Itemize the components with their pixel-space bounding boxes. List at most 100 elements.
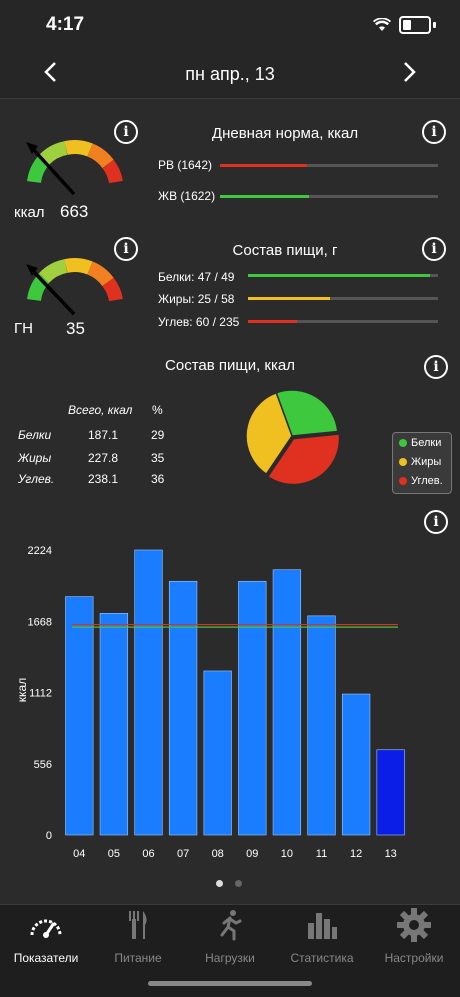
battery-icon [399,16,431,34]
tab-label: Нагрузки [205,951,255,965]
home-indicator [148,981,312,986]
chart-bar [203,670,232,836]
page-title: пн апр., 13 [185,64,275,84]
gauge-1-value: 663 [60,202,89,221]
x-tick-label: 07 [177,848,189,860]
tab-nutrition[interactable]: Питание [92,905,184,965]
y-tick-label: 2224 [28,545,52,557]
pie-slice [266,433,341,486]
nutrient-bar-fill [248,320,298,323]
info-icon[interactable]: i [424,355,448,379]
y-axis-label: ккал [15,678,29,702]
runner-icon [220,910,242,941]
chart-bar [238,580,267,836]
status-time: 4:17 [46,14,85,35]
legend-dot [399,477,407,485]
chevron-left-icon[interactable] [36,58,64,86]
chart-bar [376,749,405,836]
info-icon[interactable]: i [114,237,138,261]
table-row-name: Жиры [18,451,52,465]
y-tick-label: 0 [46,830,52,842]
pie-slice [275,389,339,437]
info-icon[interactable]: i [422,120,446,144]
chevron-right-icon[interactable] [396,58,424,86]
chart-bar [341,693,371,836]
nav-bar: пн апр., 13 [0,48,460,99]
legend-item: Белки [399,437,441,449]
x-tick-label: 08 [212,848,224,860]
pie-chart [245,389,341,486]
tab-label: Настройки [384,951,444,965]
tab-label: Питание [114,951,162,965]
table-row-pct: 36 [151,472,165,486]
tab-statistics[interactable]: Статистика [276,905,368,965]
legend-label: Белки [411,437,442,449]
chart-bar [134,549,163,836]
info-icon[interactable]: i [114,120,138,144]
legend-item: Углев. [399,475,443,487]
x-tick-label: 11 [316,848,327,860]
composition-g-title: Состав пищи, г [232,242,338,259]
table-row-total: 227.8 [88,451,119,465]
bar-chart-icon [308,913,337,939]
table-row-name: Углев. [18,472,55,486]
y-tick-label: 1112 [29,688,52,700]
chart-bar [272,569,302,836]
pie-slice [245,391,293,476]
chart-bar [65,596,94,836]
legend-label: Жиры [411,456,442,468]
table-header-pct: % [152,403,163,417]
table-row-pct: 29 [151,428,165,442]
pie-legend: Белки Жиры Углев. [392,432,452,494]
norm-bar-track [220,164,438,167]
gauge-2-label: ГН [14,320,33,337]
norm-bar-fill [220,164,308,167]
nutrient-bar-track [248,274,438,277]
table-row-name: Белки [18,428,52,442]
x-tick-label: 06 [142,848,154,860]
tab-workouts[interactable]: Нагрузки [184,905,276,965]
speedometer-icon [30,919,62,938]
y-tick-label: 556 [34,759,52,771]
info-icon[interactable]: i [424,510,448,534]
legend-dot [399,439,407,447]
tab-label: Статистика [290,951,354,965]
page-indicator[interactable] [235,880,242,887]
table-row-pct: 35 [151,451,165,465]
calorie-gauge [26,140,123,196]
chart-bar [168,580,198,836]
nutrient-row-label: Углев: 60 / 235 [158,315,240,329]
status-icons [373,16,436,34]
x-tick-label: 09 [246,848,258,860]
nutrient-bar-fill [248,297,330,300]
nutrient-bar-track [248,320,438,323]
tab-label: Показатели [13,951,79,965]
x-tick-label: 13 [385,848,397,860]
nutrient-row-label: Жиры: 25 / 58 [158,292,235,306]
norm-bar-track [220,195,438,198]
tab-indicators[interactable]: Показатели [0,905,92,965]
legend-dot [399,458,407,466]
table-row-total: 187.1 [88,428,119,442]
fork-knife-icon [129,911,147,939]
legend-item: Жиры [399,456,441,468]
nutrient-row-label: Белки: 47 / 49 [158,270,235,284]
y-tick-label: 1668 [28,616,52,628]
page-indicator-active[interactable] [216,880,223,887]
table-row-total: 238.1 [88,472,119,486]
info-icon[interactable]: i [422,237,446,261]
nutrient-bar-fill [248,274,431,277]
legend-label: Углев. [411,475,443,487]
gauge-1-label: ккал [14,204,45,221]
daily-norm-title: Дневная норма, ккал [211,125,359,142]
norm-bar-fill [220,195,310,198]
glycemic-gauge [26,258,123,316]
chart-bar [99,613,129,836]
wifi-icon [373,18,391,31]
chart-bar [307,615,336,836]
composition-kcal-title: Состав пищи, ккал [165,357,295,374]
tab-settings[interactable]: Настройки [368,905,460,965]
table-header-total: Всего, ккал [68,403,133,417]
battery-nub [433,22,436,28]
